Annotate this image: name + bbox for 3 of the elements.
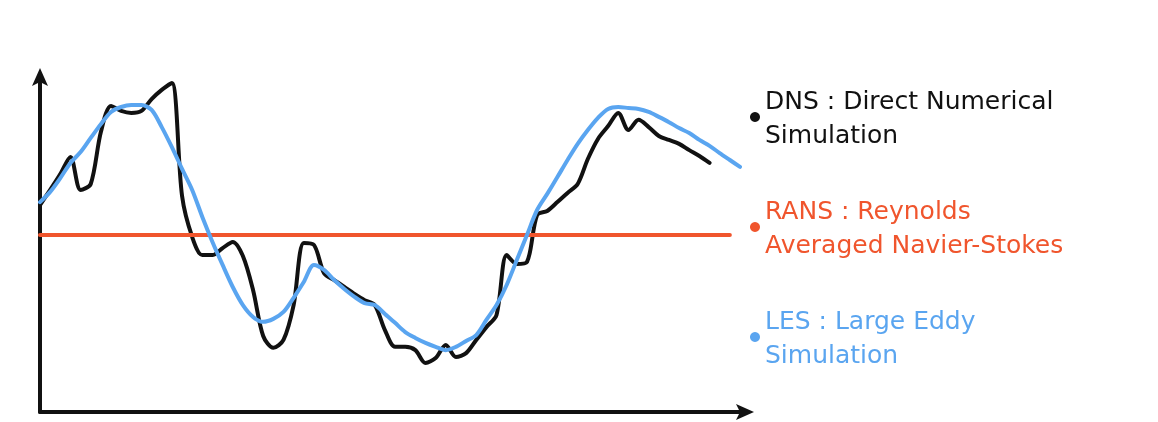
legend-label: RANS : Reynolds Averaged Navier-Stokes (765, 195, 1064, 259)
legend-label: DNS : Direct Numerical Simulation (765, 85, 1062, 149)
legend-label: LES : Large Eddy Simulation (765, 305, 984, 369)
